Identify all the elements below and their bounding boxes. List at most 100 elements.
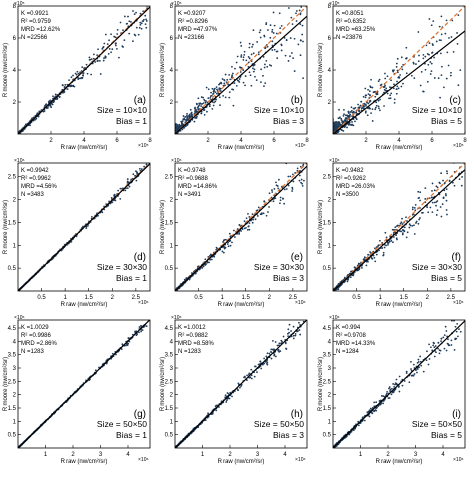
scatter-point <box>446 19 448 21</box>
x-tick-label: 3 <box>256 452 260 458</box>
stat-line: MRD =8.58% <box>178 341 215 347</box>
scatter-point <box>301 179 303 181</box>
scatter-point <box>354 266 356 268</box>
y-tick-label: 0.5 <box>323 266 332 272</box>
scatter-point <box>265 22 267 24</box>
scatter-point <box>369 95 371 97</box>
scatter-point <box>256 371 258 373</box>
scatter-point <box>104 55 106 57</box>
scatter-point <box>436 201 438 203</box>
y-tick-label: 1 <box>13 243 17 249</box>
scatter-point <box>128 33 130 35</box>
scatter-point <box>423 371 425 373</box>
scatter-point <box>389 94 391 96</box>
scatter-point <box>94 61 96 63</box>
scatter-point <box>413 63 415 65</box>
scatter-point <box>293 181 295 183</box>
scatter-point <box>239 66 241 68</box>
scatter-point <box>351 121 353 123</box>
scatter-point <box>297 330 299 332</box>
scatter-point <box>396 88 398 90</box>
scatter-point <box>219 96 221 98</box>
scatter-point <box>431 24 433 26</box>
scatter-point <box>369 100 371 102</box>
scatter-point <box>297 153 299 155</box>
y-tick-label: 6 <box>13 36 17 42</box>
scatter-point <box>105 57 107 59</box>
scatter-point <box>193 121 195 123</box>
scatter-point <box>358 263 360 265</box>
scatter-point <box>344 120 346 122</box>
scatter-point <box>89 59 91 61</box>
scatter-point <box>390 240 392 242</box>
scatter-point <box>138 34 140 36</box>
y-tick-label: 0.5 <box>8 266 17 272</box>
scatter-point <box>374 260 376 262</box>
scatter-point <box>432 20 434 22</box>
scatter-point <box>47 107 49 109</box>
y-tick-label: 1.5 <box>8 220 17 226</box>
bias-label: Bias = 1 <box>116 273 147 283</box>
scatter-point <box>418 55 420 57</box>
y-axis-label: R moore (nw/cm²/sr) <box>3 357 9 411</box>
scatter-point <box>384 89 386 91</box>
scatter-point <box>435 205 437 207</box>
scatter-point <box>245 59 247 61</box>
scatter-point <box>295 335 297 337</box>
scatter-point <box>127 344 129 346</box>
scatter-point <box>442 180 444 182</box>
y-exponent: ×10⁵ <box>14 1 25 7</box>
scatter-point <box>303 159 305 161</box>
scatter-point <box>127 187 129 189</box>
scatter-point <box>338 121 340 123</box>
scatter-point <box>208 261 210 263</box>
scatter-point <box>344 277 346 279</box>
scatter-point <box>260 37 262 39</box>
scatter-point <box>252 67 254 69</box>
scatter-point <box>368 108 370 110</box>
scatter-point <box>271 189 273 191</box>
scatter-point <box>359 110 361 112</box>
scatter-point <box>35 118 37 120</box>
scatter-point <box>454 185 456 187</box>
x-axis-label: R raw (nw/cm²/sr) <box>218 145 265 151</box>
scatter-point <box>287 328 289 330</box>
scatter-point <box>248 47 250 49</box>
scatter-point <box>246 217 248 219</box>
scatter-point <box>453 51 455 53</box>
y-tick-label: 2.5 <box>165 379 174 385</box>
scatter-point <box>248 62 250 64</box>
x-tick-label: 2 <box>49 138 53 144</box>
scatter-point <box>186 113 188 115</box>
scatter-point <box>429 358 431 360</box>
scatter-point <box>240 56 242 58</box>
scatter-point <box>252 219 254 221</box>
scatter-point <box>79 77 81 79</box>
scatter-point <box>416 372 418 374</box>
scatter-point <box>358 424 360 426</box>
scatter-point <box>396 63 398 65</box>
stat-line: R² =0.6352 <box>336 19 367 25</box>
scatter-point <box>302 185 304 187</box>
scatter-point <box>365 94 367 96</box>
scatter-point <box>412 209 414 211</box>
scatter-point <box>424 187 426 189</box>
scatter-point <box>299 161 301 163</box>
scatter-point <box>196 110 198 112</box>
scatter-point <box>110 33 112 35</box>
scatter-point <box>456 157 458 159</box>
scatter-point <box>248 225 250 227</box>
scatter-point <box>348 124 350 126</box>
scatter-point <box>383 254 385 256</box>
scatter-point <box>299 23 301 25</box>
scatter-point <box>203 102 205 104</box>
scatter-point <box>250 85 252 87</box>
scatter-point <box>397 70 399 72</box>
scatter-point <box>387 75 389 77</box>
y-tick-label: 4 <box>13 339 17 345</box>
scatter-point <box>231 66 233 68</box>
y-tick-label: 3.5 <box>165 353 174 359</box>
scatter-point <box>208 88 210 90</box>
